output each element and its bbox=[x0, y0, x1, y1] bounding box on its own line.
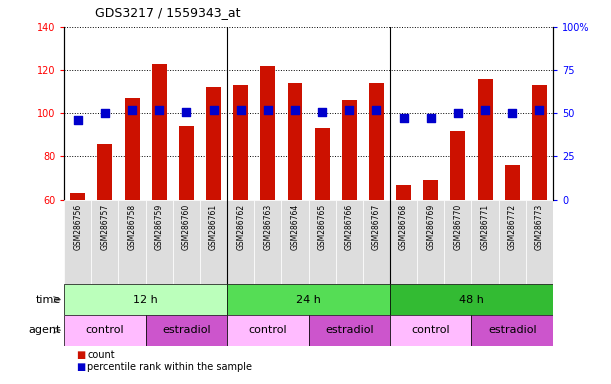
FancyBboxPatch shape bbox=[64, 200, 91, 284]
Point bbox=[155, 107, 164, 113]
FancyBboxPatch shape bbox=[64, 284, 227, 315]
Point bbox=[535, 107, 544, 113]
FancyBboxPatch shape bbox=[390, 200, 417, 284]
Bar bbox=[369, 83, 384, 200]
Bar bbox=[505, 165, 520, 200]
Bar bbox=[206, 88, 221, 200]
FancyBboxPatch shape bbox=[417, 200, 444, 284]
Text: GSM286770: GSM286770 bbox=[453, 204, 463, 250]
FancyBboxPatch shape bbox=[145, 315, 227, 346]
Text: 48 h: 48 h bbox=[459, 295, 484, 305]
Bar bbox=[70, 193, 85, 200]
Bar bbox=[233, 85, 248, 200]
Text: estradiol: estradiol bbox=[488, 325, 536, 335]
FancyBboxPatch shape bbox=[335, 200, 363, 284]
Bar bbox=[315, 128, 329, 200]
FancyBboxPatch shape bbox=[390, 315, 472, 346]
FancyBboxPatch shape bbox=[227, 315, 309, 346]
Text: control: control bbox=[249, 325, 287, 335]
FancyBboxPatch shape bbox=[64, 315, 145, 346]
Text: GSM286761: GSM286761 bbox=[209, 204, 218, 250]
Point bbox=[371, 107, 381, 113]
FancyBboxPatch shape bbox=[472, 315, 553, 346]
Text: 12 h: 12 h bbox=[133, 295, 158, 305]
Text: count: count bbox=[87, 350, 115, 360]
Bar bbox=[260, 66, 276, 200]
Text: GSM286765: GSM286765 bbox=[318, 204, 327, 250]
Text: GSM286773: GSM286773 bbox=[535, 204, 544, 250]
Text: GSM286771: GSM286771 bbox=[481, 204, 489, 250]
Point bbox=[181, 109, 191, 115]
Text: GSM286767: GSM286767 bbox=[372, 204, 381, 250]
Text: GSM286772: GSM286772 bbox=[508, 204, 517, 250]
Text: 24 h: 24 h bbox=[296, 295, 321, 305]
Text: ■: ■ bbox=[76, 362, 86, 372]
Point bbox=[399, 116, 409, 122]
Text: GSM286762: GSM286762 bbox=[236, 204, 245, 250]
Text: GSM286756: GSM286756 bbox=[73, 204, 82, 250]
Text: GSM286759: GSM286759 bbox=[155, 204, 164, 250]
Bar bbox=[532, 85, 547, 200]
FancyBboxPatch shape bbox=[363, 200, 390, 284]
Point bbox=[507, 110, 517, 116]
Point bbox=[345, 107, 354, 113]
Bar bbox=[478, 79, 492, 200]
Point bbox=[480, 107, 490, 113]
Bar bbox=[288, 83, 302, 200]
Point bbox=[73, 117, 82, 123]
Point bbox=[290, 107, 300, 113]
FancyBboxPatch shape bbox=[499, 200, 526, 284]
FancyBboxPatch shape bbox=[444, 200, 472, 284]
Text: GSM286757: GSM286757 bbox=[100, 204, 109, 250]
FancyBboxPatch shape bbox=[309, 200, 335, 284]
Bar bbox=[342, 100, 357, 200]
Text: GSM286764: GSM286764 bbox=[290, 204, 299, 250]
Bar bbox=[396, 185, 411, 200]
Bar bbox=[450, 131, 466, 200]
Bar bbox=[125, 98, 139, 200]
Text: estradiol: estradiol bbox=[325, 325, 373, 335]
Text: control: control bbox=[411, 325, 450, 335]
Text: GSM286763: GSM286763 bbox=[263, 204, 273, 250]
Text: GSM286768: GSM286768 bbox=[399, 204, 408, 250]
FancyBboxPatch shape bbox=[282, 200, 309, 284]
FancyBboxPatch shape bbox=[390, 284, 553, 315]
Point bbox=[208, 107, 218, 113]
FancyBboxPatch shape bbox=[91, 200, 119, 284]
Text: control: control bbox=[86, 325, 124, 335]
Text: agent: agent bbox=[29, 325, 61, 335]
Point bbox=[263, 107, 273, 113]
Text: percentile rank within the sample: percentile rank within the sample bbox=[87, 362, 252, 372]
FancyBboxPatch shape bbox=[173, 200, 200, 284]
Point bbox=[453, 110, 463, 116]
Bar bbox=[179, 126, 194, 200]
FancyBboxPatch shape bbox=[227, 284, 390, 315]
FancyBboxPatch shape bbox=[119, 200, 145, 284]
Text: GSM286766: GSM286766 bbox=[345, 204, 354, 250]
Point bbox=[127, 107, 137, 113]
Point bbox=[236, 107, 246, 113]
Text: time: time bbox=[36, 295, 61, 305]
Bar bbox=[423, 180, 438, 200]
Point bbox=[100, 110, 110, 116]
FancyBboxPatch shape bbox=[200, 200, 227, 284]
FancyBboxPatch shape bbox=[254, 200, 282, 284]
Bar bbox=[152, 64, 167, 200]
Point bbox=[317, 109, 327, 115]
Bar bbox=[97, 144, 112, 200]
Text: GSM286760: GSM286760 bbox=[182, 204, 191, 250]
FancyBboxPatch shape bbox=[309, 315, 390, 346]
Text: ■: ■ bbox=[76, 350, 86, 360]
Text: GSM286769: GSM286769 bbox=[426, 204, 435, 250]
Text: GSM286758: GSM286758 bbox=[128, 204, 136, 250]
FancyBboxPatch shape bbox=[526, 200, 553, 284]
Point bbox=[426, 116, 436, 122]
Text: estradiol: estradiol bbox=[162, 325, 211, 335]
FancyBboxPatch shape bbox=[227, 200, 254, 284]
Text: GDS3217 / 1559343_at: GDS3217 / 1559343_at bbox=[95, 6, 240, 19]
FancyBboxPatch shape bbox=[472, 200, 499, 284]
FancyBboxPatch shape bbox=[145, 200, 173, 284]
